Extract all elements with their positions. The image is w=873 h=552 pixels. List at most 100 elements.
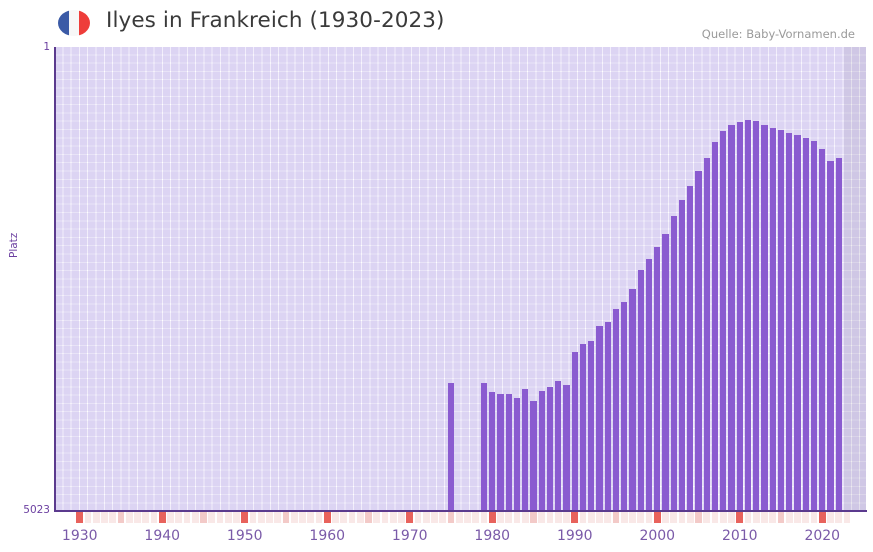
x-tick-mark-minor — [299, 512, 306, 523]
x-tick-mark-minor — [802, 512, 810, 523]
x-tick-mark-minor — [777, 512, 785, 523]
x-tick-mark-minor — [175, 512, 183, 523]
chart-bar[interactable] — [819, 148, 826, 511]
chart-bar[interactable] — [505, 394, 512, 511]
x-tick-mark-minor — [455, 512, 463, 523]
chart-bar[interactable] — [835, 157, 842, 511]
x-tick-mark-minor — [439, 512, 447, 523]
x-axis-tick-label: 2020 — [804, 528, 841, 544]
x-tick-mark-minor — [662, 512, 669, 523]
chart-bar[interactable] — [513, 398, 521, 511]
chart-bar[interactable] — [555, 381, 562, 511]
y-axis-line — [54, 47, 56, 512]
chart-bar[interactable] — [761, 124, 768, 511]
x-tick-mark-minor — [761, 512, 768, 523]
x-tick-mark-minor — [373, 512, 381, 523]
x-tick-mark-minor — [530, 512, 537, 523]
chart-bar[interactable] — [711, 142, 719, 511]
x-tick-mark-minor — [282, 512, 290, 523]
chart-bar[interactable] — [810, 141, 818, 511]
x-tick-mark-minor — [389, 512, 397, 523]
chart-bar[interactable] — [563, 385, 570, 511]
chart-bar[interactable] — [827, 161, 834, 511]
x-tick-mark-minor — [744, 512, 752, 523]
x-tick-mark-minor — [101, 512, 108, 523]
x-tick-mark-minor — [546, 512, 554, 523]
chart-bar[interactable] — [777, 130, 785, 511]
chart-bar[interactable] — [621, 301, 628, 511]
chart-bar[interactable] — [728, 125, 735, 511]
x-axis-line — [54, 510, 867, 512]
chart-bar[interactable] — [794, 134, 801, 511]
chart-bar[interactable] — [579, 343, 587, 511]
x-tick-mark-minor — [381, 512, 389, 523]
chart-bar[interactable] — [612, 309, 620, 511]
x-tick-mark-minor — [249, 512, 257, 523]
chart-bar[interactable] — [588, 340, 595, 511]
chart-bar[interactable] — [571, 351, 578, 511]
chart-bar[interactable] — [786, 132, 793, 511]
x-axis-tick-label: 2000 — [639, 528, 676, 544]
x-tick-mark-minor — [711, 512, 719, 523]
chart-bar[interactable] — [802, 138, 809, 511]
x-tick-mark-minor — [579, 512, 587, 523]
x-tick-mark-minor — [752, 512, 760, 523]
chart-bar[interactable] — [538, 390, 545, 511]
chart-bar[interactable] — [654, 247, 661, 511]
chart-bar[interactable] — [670, 216, 677, 511]
chart-bar[interactable] — [744, 119, 752, 511]
chart-bar[interactable] — [546, 386, 554, 511]
x-tick-mark-minor — [200, 512, 207, 523]
chart-bar[interactable] — [678, 200, 686, 511]
chart-bar[interactable] — [530, 400, 537, 511]
chart-bar[interactable] — [687, 186, 694, 511]
x-tick-mark-minor — [340, 512, 348, 523]
chart-bar[interactable] — [645, 259, 653, 511]
chart-bar[interactable] — [769, 128, 776, 511]
x-axis-ticks: 1930 1940 1950 1960 1970 1980 1990 2000 2010 2020 — [0, 512, 873, 552]
chart-bar[interactable] — [596, 325, 603, 511]
x-tick-mark-minor — [538, 512, 546, 523]
chart-bar[interactable] — [662, 233, 669, 511]
x-tick-mark-major — [406, 512, 414, 523]
x-tick-mark-minor — [843, 512, 851, 523]
chart-bar[interactable] — [447, 383, 455, 511]
chart-bar[interactable] — [736, 121, 743, 511]
x-tick-mark-minor — [472, 512, 480, 523]
x-tick-mark-minor — [587, 512, 595, 523]
chart-bar[interactable] — [637, 269, 644, 511]
x-tick-mark-minor — [307, 512, 315, 523]
x-tick-mark-minor — [92, 512, 100, 523]
x-tick-mark-minor — [728, 512, 735, 523]
x-tick-mark-minor — [422, 512, 430, 523]
chart-bar[interactable] — [703, 157, 710, 511]
y-axis-top-tick: 1 — [43, 41, 50, 53]
x-tick-mark-minor — [191, 512, 199, 523]
x-tick-mark-minor — [233, 512, 240, 523]
france-flag-icon — [58, 10, 90, 36]
x-tick-mark-minor — [670, 512, 678, 523]
x-tick-mark-minor — [266, 512, 273, 523]
chart-bar[interactable] — [497, 394, 504, 511]
chart-bar[interactable] — [695, 170, 702, 511]
chart-bar[interactable] — [604, 322, 611, 511]
chart-bar[interactable] — [629, 288, 636, 511]
x-tick-mark-minor — [464, 512, 471, 523]
chart-bar[interactable] — [480, 383, 488, 511]
chart-bar[interactable] — [489, 392, 496, 511]
x-tick-mark-minor — [216, 512, 224, 523]
plot-area — [55, 47, 866, 511]
x-axis-tick-label: 1950 — [226, 528, 263, 544]
x-tick-mark-minor — [208, 512, 216, 523]
x-axis-tick-label: 1970 — [391, 528, 428, 544]
x-tick-mark-major — [241, 512, 249, 523]
x-tick-mark-minor — [695, 512, 702, 523]
chart-bar[interactable] — [522, 388, 529, 511]
chart-bar[interactable] — [753, 120, 760, 511]
x-tick-mark-minor — [835, 512, 843, 523]
chart-bar[interactable] — [720, 131, 727, 511]
x-tick-mark-minor — [769, 512, 777, 523]
x-tick-mark-minor — [703, 512, 711, 523]
x-tick-mark-minor — [224, 512, 232, 523]
